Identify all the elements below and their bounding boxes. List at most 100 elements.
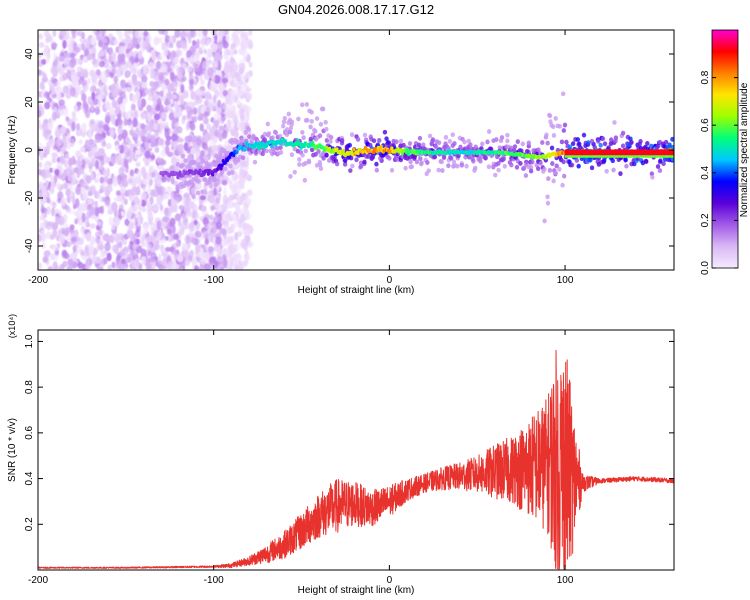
spectrogram-cell — [661, 155, 663, 158]
spectrogram-cell — [199, 195, 207, 201]
spectrogram-cell — [65, 153, 70, 160]
spectrogram-cell — [45, 170, 52, 178]
spectrogram-cell — [598, 149, 601, 156]
spectrogram-cell — [610, 158, 615, 164]
spectrogram-cell — [245, 105, 252, 113]
spectrogram-cell — [299, 145, 303, 150]
spectrogram-cell — [657, 155, 660, 158]
spectrogram-cell — [575, 155, 578, 158]
spectrogram-cell — [611, 167, 616, 173]
spectrogram-cell — [246, 174, 253, 182]
spectrogram-cell — [287, 129, 293, 135]
spectrogram-cell — [240, 160, 246, 167]
spectrogram-cell — [300, 152, 305, 158]
spectrogram-cell — [583, 155, 586, 158]
spectrogram-cell — [38, 181, 44, 188]
spectrogram-cell — [158, 30, 165, 35]
spectrogram-cell — [76, 122, 80, 131]
spectrogram-cell — [234, 231, 238, 241]
spectrogram-cell — [640, 155, 642, 158]
spectrogram-cell — [52, 201, 57, 209]
spectrogram-cell — [663, 139, 669, 145]
spectrogram-cell — [76, 185, 81, 194]
spectrogram-cell — [169, 52, 175, 61]
spectrogram-cell — [114, 232, 119, 243]
spectrogram-cell — [349, 132, 355, 138]
spectrogram-cell — [240, 32, 247, 39]
spectrogram-cell — [38, 161, 43, 168]
spectrogram-cell — [162, 216, 169, 223]
spectrogram-cell — [440, 168, 445, 173]
y-tick-label: 40 — [24, 48, 35, 60]
spectrogram-cell — [264, 148, 269, 154]
spectrogram-cell — [608, 149, 611, 156]
spectrogram-cell — [221, 130, 227, 140]
spectrogram-cell — [55, 138, 62, 148]
spectrogram-cell — [284, 132, 290, 138]
spectrogram-cell — [232, 153, 236, 158]
spectrogram-cell — [597, 155, 600, 158]
colorbar-tick-label: 0.8 — [700, 70, 711, 84]
spectrogram-cell — [151, 85, 157, 91]
spectrogram-cell — [207, 165, 212, 171]
spectrogram-cell — [211, 172, 215, 177]
spectrogram-cell — [313, 151, 318, 157]
spectrogram-cell — [148, 216, 153, 226]
spectrogram-cell — [577, 149, 580, 156]
spectrogram-cell — [47, 122, 54, 130]
spectrogram-cell — [115, 46, 120, 54]
spectrogram-cell — [230, 170, 235, 176]
spectrogram-cell — [42, 197, 47, 204]
spectrogram-cell — [217, 41, 223, 51]
snr-x-label: Height of straight line (km) — [298, 585, 415, 596]
spectrogram-cell — [210, 261, 216, 270]
spectrogram-cell — [170, 145, 175, 151]
spectrogram-cell — [189, 122, 196, 131]
spectrogram-cell — [111, 155, 116, 165]
spectrogram-cell — [238, 47, 244, 55]
spectrogram-cell — [102, 168, 108, 174]
spectrogram-cell — [583, 149, 586, 156]
spectrogram-cell — [613, 155, 616, 158]
spectrogram-cell — [585, 155, 588, 158]
spectrogram-cell — [97, 120, 105, 129]
spectrogram-cell — [233, 243, 238, 253]
spectrogram-cell — [95, 160, 99, 170]
y-tick-label: -40 — [24, 238, 35, 253]
spectrogram-cell — [78, 58, 83, 66]
spectrogram-cell — [446, 163, 451, 169]
spectrogram-cell — [180, 84, 185, 94]
spectrogram-cell — [604, 168, 609, 174]
spectrogram-cell — [590, 155, 593, 158]
spectrogram-cell — [180, 153, 186, 159]
spectrogram-cell — [181, 242, 188, 251]
spectrogram-cell — [134, 30, 139, 39]
spectrogram-cell — [670, 155, 673, 158]
spectrogram-cell — [188, 179, 193, 185]
spectrogram-cell — [55, 182, 61, 189]
spectrogram-cell — [559, 139, 565, 145]
spectrogram-cell — [99, 176, 105, 184]
spectrogram-cell — [522, 165, 527, 171]
spectrogram-cell — [145, 173, 153, 181]
spectrogram-cell — [51, 157, 57, 164]
spectrogram-cell — [129, 194, 134, 202]
spectrogram-cell — [618, 171, 623, 177]
spectrogram-cell — [160, 237, 167, 244]
spectrogram-cell — [223, 257, 228, 268]
spectrogram-cell — [164, 246, 171, 253]
spectrogram-cell — [234, 129, 239, 139]
spectrogram-cell — [589, 138, 595, 144]
spectrogram-cell — [663, 155, 666, 158]
spectrogram-cell — [143, 224, 149, 235]
spectrogram-cell — [94, 177, 99, 184]
spectrogram-cell — [190, 90, 196, 100]
spectrogram-cell — [71, 75, 79, 86]
spectrogram-cell — [609, 137, 614, 143]
spectrogram-cell — [98, 39, 103, 48]
spectrogram-cell — [229, 257, 234, 267]
spectrogram-cell — [586, 140, 591, 146]
spectrogram-cell — [172, 88, 177, 96]
spectrogram-cell — [270, 144, 274, 149]
spectrogram-cell — [85, 174, 92, 184]
